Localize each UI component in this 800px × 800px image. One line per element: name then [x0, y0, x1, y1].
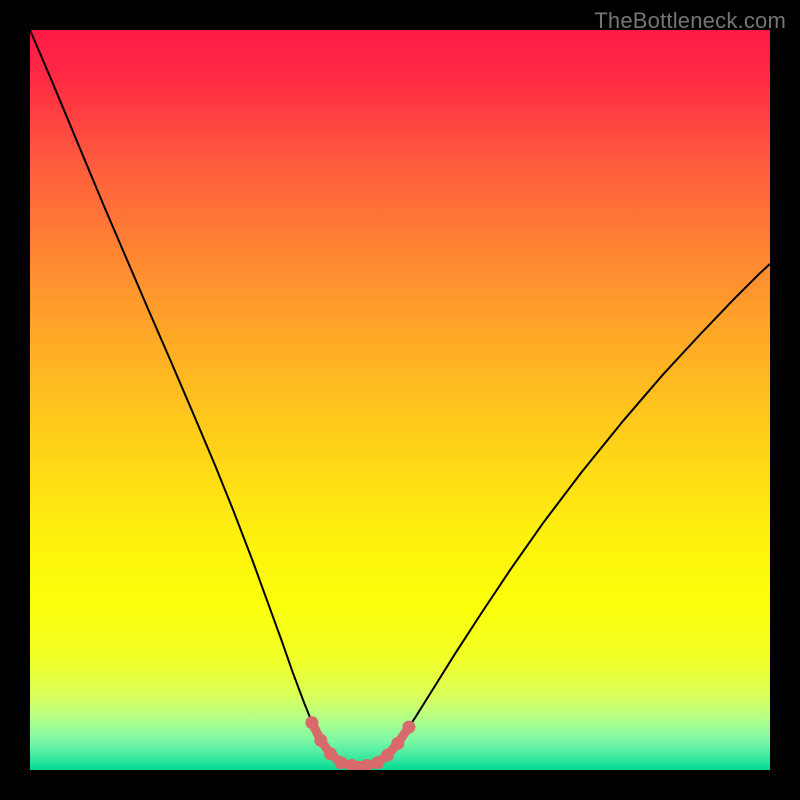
optimal-range-dot: [334, 756, 347, 769]
optimal-range-dot: [381, 749, 394, 762]
optimal-range-markers: [305, 716, 415, 770]
optimal-range-dot: [324, 747, 337, 760]
chart-frame: TheBottleneck.com: [0, 0, 800, 800]
curve-layer: [30, 30, 770, 770]
plot-area: [30, 30, 770, 770]
optimal-range-dot: [402, 721, 415, 734]
bottleneck-curve: [30, 30, 770, 766]
optimal-range-dot: [391, 737, 404, 750]
optimal-range-dot: [314, 734, 327, 747]
optimal-range-dot: [305, 716, 318, 729]
